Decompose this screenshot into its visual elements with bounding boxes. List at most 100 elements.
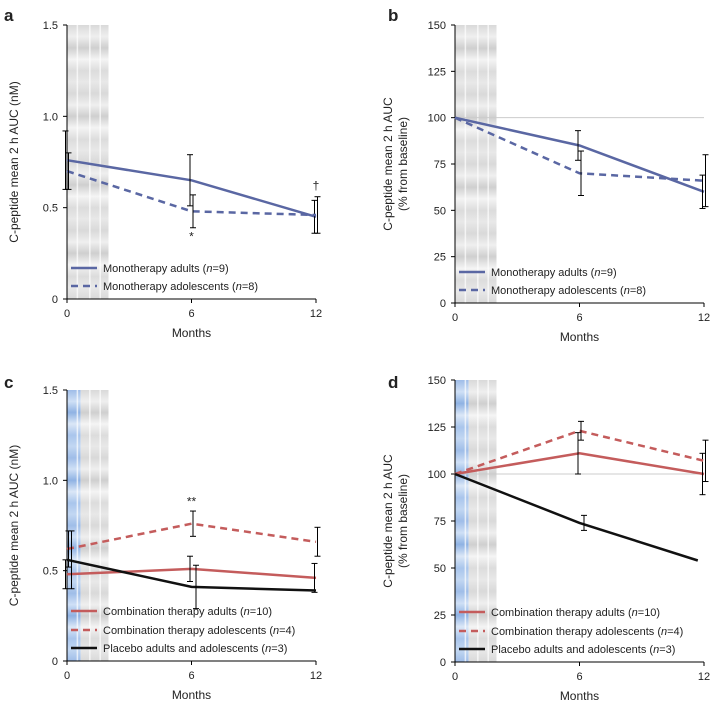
y-tick-label: 0 <box>440 657 446 669</box>
panel-letter: c <box>4 373 13 392</box>
series-2 <box>454 420 709 483</box>
series-2 <box>65 152 321 234</box>
legend-label-n: n <box>661 626 667 638</box>
x-tick-label: 6 <box>576 312 582 324</box>
legend-label-n: n <box>265 643 271 655</box>
y-tick-label: 50 <box>434 205 446 217</box>
x-tick-label: 0 <box>452 671 458 683</box>
legend-label-name: Combination therapy adults ( <box>103 606 244 618</box>
x-tick-label: 0 <box>452 312 458 324</box>
legend-label-n: n <box>594 267 600 279</box>
y-tick-label: 0.5 <box>43 203 58 215</box>
legend-label-n: n <box>206 263 212 275</box>
series-line <box>454 116 705 193</box>
panel-c: 0 0.5 1.0 1.5 0 6 12 Months C-peptide mean 2 h A… <box>4 373 322 702</box>
y-tick-label: 0 <box>52 656 58 668</box>
legend-label-name: Combination therapy adults ( <box>491 607 632 619</box>
x-axis-title: Months <box>172 326 211 340</box>
legend-label-name: Monotherapy adolescents ( <box>103 281 236 293</box>
series-line <box>454 452 705 476</box>
y-tick-label: 25 <box>434 252 446 264</box>
legend-label-count: =4) <box>279 625 295 637</box>
legend-label-count: =3) <box>271 643 287 655</box>
panel-letter: d <box>388 373 398 392</box>
y-axis-title: C-peptide mean 2 h AUC (nM) <box>7 445 21 606</box>
y-tick-label: 50 <box>434 563 446 575</box>
series-3 <box>454 472 699 562</box>
y-tick-label: 1.5 <box>43 385 58 397</box>
legend-label: Combination therapy adults (n=10) <box>103 606 272 618</box>
series-line <box>66 522 317 551</box>
legend-label-n: n <box>632 607 638 619</box>
legend-label-count: =9) <box>600 267 616 279</box>
y-axis-title: (% from baseline) <box>396 474 410 568</box>
series-1 <box>62 555 318 593</box>
series-line <box>454 429 705 476</box>
y-tick-label: 25 <box>434 610 446 622</box>
legend-label-name: Combination therapy adolescents ( <box>103 625 273 637</box>
treatment-band-grey <box>80 390 109 661</box>
x-tick-label: 12 <box>310 308 322 320</box>
treatment-band-blue <box>67 390 81 661</box>
x-tick-label: 6 <box>576 671 582 683</box>
y-tick-label: 125 <box>428 66 446 78</box>
y-tick-label: 150 <box>428 20 446 32</box>
x-tick-label: 6 <box>188 308 194 320</box>
legend-label: Combination therapy adolescents (n=4) <box>103 625 295 637</box>
series-line <box>66 567 317 580</box>
legend-label-n: n <box>273 625 279 637</box>
legend-label-name: Placebo adults and adolescents ( <box>491 644 653 656</box>
y-tick-label: 0 <box>440 298 446 310</box>
legend-label: Monotherapy adolescents (n=8) <box>103 281 258 293</box>
legend-label-count: =4) <box>667 626 683 638</box>
y-tick-label: 1.5 <box>43 20 58 32</box>
x-tick-label: 6 <box>188 670 194 682</box>
y-axis-title: C-peptide mean 2 h AUC <box>381 97 395 231</box>
panel-d: 0 25 50 75 100 125 150 0 6 12 Months C-peptide mean… <box>381 373 710 702</box>
y-tick-label: 150 <box>428 375 446 387</box>
legend-label-count: =8) <box>630 285 646 297</box>
legend-label-n: n <box>624 285 630 297</box>
y-tick-label: 1.0 <box>43 111 58 123</box>
legend-label-n: n <box>653 644 659 656</box>
y-tick-label: 75 <box>434 159 446 171</box>
legend-label: Monotherapy adults (n=9) <box>491 267 617 279</box>
y-tick-label: 75 <box>434 516 446 528</box>
panel-letter: b <box>388 6 398 25</box>
series-line <box>66 158 317 218</box>
x-tick-label: 12 <box>310 670 322 682</box>
legend-label: Placebo adults and adolescents (n=3) <box>103 643 287 655</box>
treatment-band-blue <box>455 380 469 662</box>
legend-label: Combination therapy adults (n=10) <box>491 607 660 619</box>
y-tick-label: 125 <box>428 422 446 434</box>
y-axis-title: (% from baseline) <box>396 117 410 211</box>
x-axis-title: Months <box>560 330 599 344</box>
legend-label-name: Placebo adults and adolescents ( <box>103 643 265 655</box>
series-1 <box>454 116 706 209</box>
x-tick-label: 12 <box>698 312 710 324</box>
legend-label-count: =8) <box>242 281 258 293</box>
x-tick-label: 12 <box>698 671 710 683</box>
legend-label: Placebo adults and adolescents (n=3) <box>491 644 675 656</box>
x-tick-label: 0 <box>64 670 70 682</box>
legend-label-n: n <box>244 606 250 618</box>
legend-label: Combination therapy adolescents (n=4) <box>491 626 683 638</box>
legend-label-count: =3) <box>659 644 675 656</box>
y-tick-label: 0.5 <box>43 566 58 578</box>
y-axis-title: C-peptide mean 2 h AUC (nM) <box>7 81 21 242</box>
legend-label-name: Monotherapy adolescents ( <box>491 285 624 297</box>
legend-label-name: Monotherapy adults ( <box>491 267 595 279</box>
series-line <box>454 116 705 182</box>
series-2 <box>454 116 709 208</box>
y-tick-label: 1.0 <box>43 475 58 487</box>
panel-a: 0 0.5 1.0 1.5 0 6 12 Months C-peptide mean 2 h A… <box>4 6 322 340</box>
legend-label-n: n <box>236 281 242 293</box>
y-tick-label: 100 <box>428 113 446 125</box>
legend-label-name: Monotherapy adults ( <box>103 263 207 275</box>
panel-b: 0 25 50 75 100 125 150 0 6 12 Months C-peptide mean… <box>381 6 710 344</box>
x-tick-label: 0 <box>64 308 70 320</box>
series-line <box>66 558 317 592</box>
y-tick-label: 100 <box>428 469 446 481</box>
x-axis-title: Months <box>172 688 211 702</box>
